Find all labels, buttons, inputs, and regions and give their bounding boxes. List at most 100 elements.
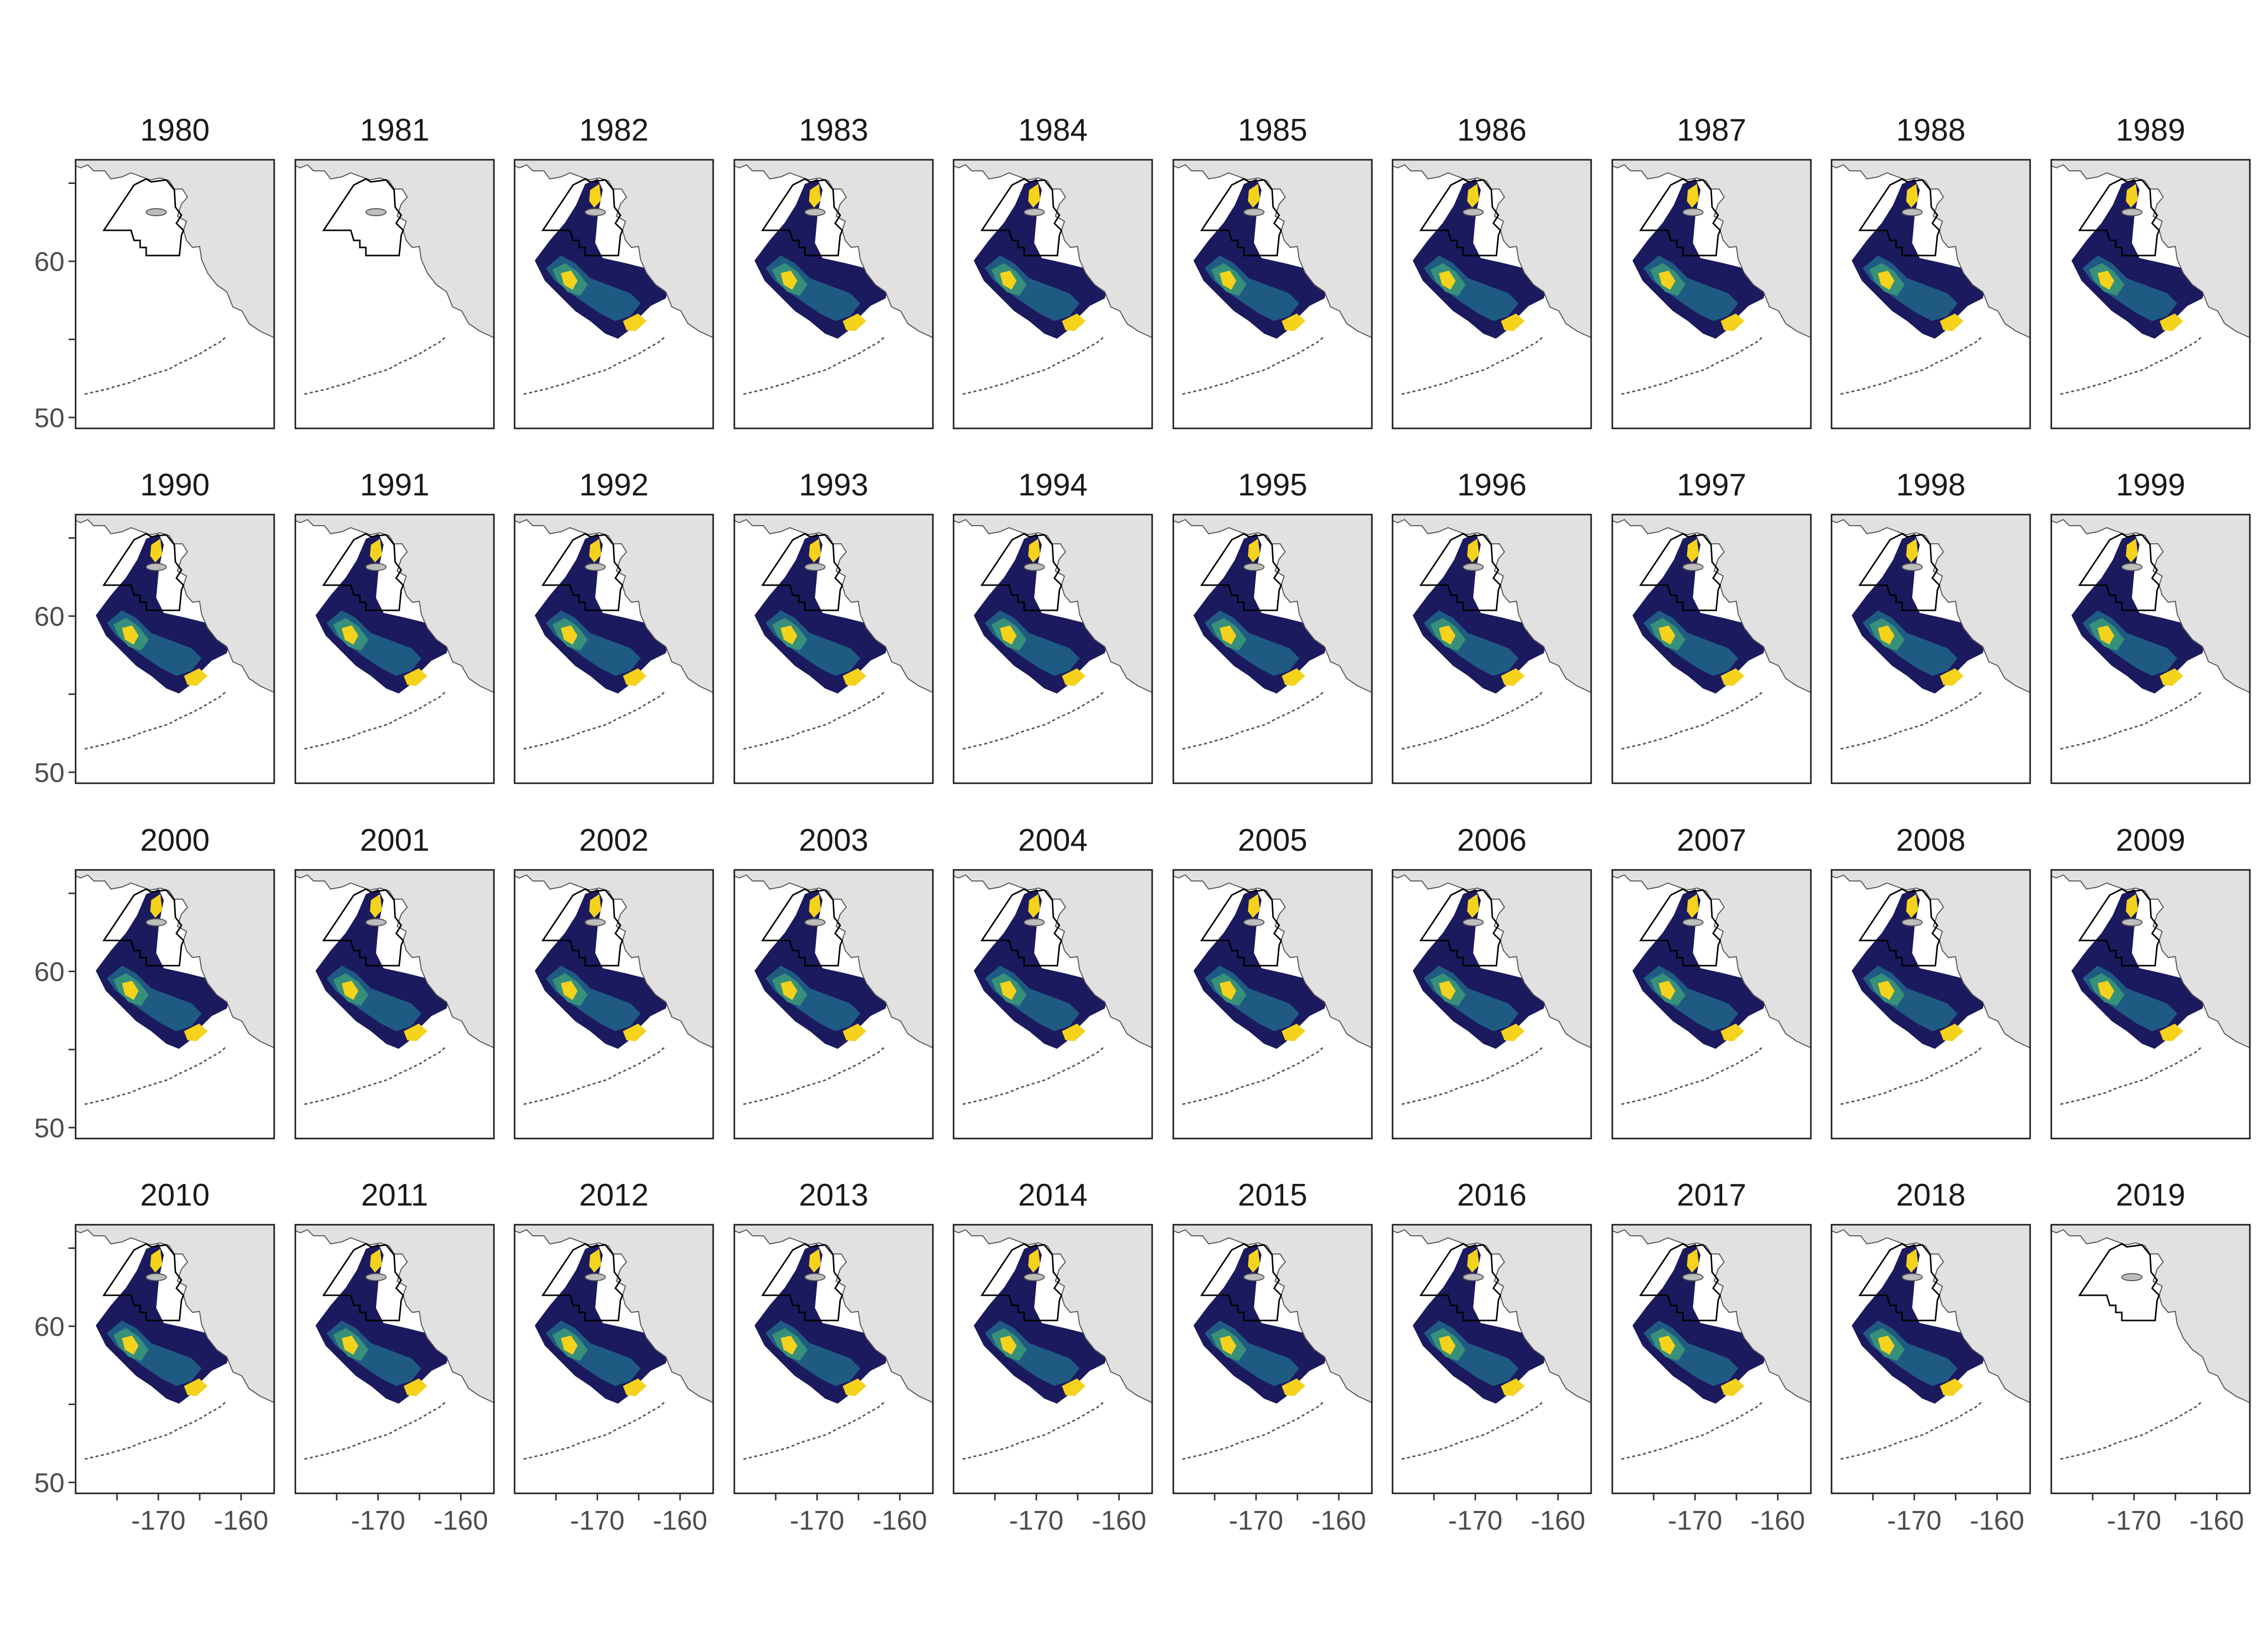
panel-border bbox=[1392, 1224, 1592, 1494]
aleutian-islands bbox=[2060, 335, 2203, 395]
x-tick-label: -160 bbox=[433, 1505, 488, 1536]
st-lawrence-island bbox=[365, 208, 387, 216]
st-lawrence-island bbox=[1024, 1273, 1045, 1281]
land-mass bbox=[76, 1225, 274, 1403]
survey-boundary bbox=[1639, 888, 1721, 967]
map-panel-1982: 1982 bbox=[514, 113, 714, 429]
density-high bbox=[404, 668, 427, 686]
panel-border bbox=[2050, 1224, 2251, 1494]
survey-boundary bbox=[102, 178, 184, 257]
panel-border bbox=[1392, 514, 1592, 784]
survey-boundary bbox=[322, 533, 404, 611]
st-lawrence-island bbox=[146, 563, 167, 571]
panel-border bbox=[514, 1224, 714, 1494]
density-high bbox=[1687, 894, 1699, 918]
map-panel-1993: 1993 bbox=[733, 468, 934, 784]
x-tick-label: -170 bbox=[1229, 1505, 1283, 1536]
panel-border bbox=[2050, 514, 2251, 784]
panel-title: 1989 bbox=[2116, 113, 2185, 148]
panel-border bbox=[1831, 1224, 2031, 1494]
land-mass bbox=[1612, 870, 1811, 1048]
density-high bbox=[1467, 894, 1479, 918]
density-high bbox=[561, 271, 578, 290]
density-high bbox=[122, 1336, 139, 1355]
map-panel-1986: 1986 bbox=[1392, 113, 1592, 429]
density-high bbox=[1659, 271, 1675, 290]
coastline bbox=[1173, 874, 1372, 1048]
density-high bbox=[1062, 313, 1086, 331]
coastline bbox=[295, 164, 494, 338]
density-high bbox=[1000, 271, 1017, 290]
st-lawrence-island bbox=[1463, 208, 1484, 216]
panel-border bbox=[733, 514, 934, 784]
map-panel-1985: 1985 bbox=[1172, 113, 1373, 429]
density-high bbox=[1721, 1378, 1744, 1396]
survey-boundary bbox=[102, 1243, 184, 1321]
land-mass bbox=[295, 870, 494, 1048]
panel-title: 2016 bbox=[1457, 1178, 1527, 1213]
density-high bbox=[1501, 1024, 1525, 1041]
panel-border bbox=[514, 514, 714, 784]
x-tick-label: -170 bbox=[1009, 1505, 1063, 1536]
x-tick-label: -160 bbox=[214, 1505, 268, 1536]
density-high bbox=[1501, 668, 1525, 686]
x-tick-label: -160 bbox=[2189, 1505, 2244, 1536]
panel-title: 1992 bbox=[579, 468, 649, 502]
panel-title: 2000 bbox=[140, 823, 210, 858]
survey-boundary bbox=[1419, 888, 1501, 967]
density-high bbox=[623, 668, 647, 686]
density-high bbox=[184, 1024, 208, 1041]
survey-boundary bbox=[322, 1243, 404, 1321]
density-high bbox=[404, 1024, 427, 1041]
panel-title: 2010 bbox=[140, 1178, 210, 1213]
survey-boundary bbox=[1419, 1243, 1501, 1321]
coastline bbox=[295, 1229, 494, 1403]
panel-title: 1988 bbox=[1896, 113, 1966, 148]
st-lawrence-island bbox=[1024, 563, 1045, 571]
density-high bbox=[561, 981, 578, 1000]
map-panel-2018: 2018 -170 -160 bbox=[1831, 1178, 2031, 1536]
coastline bbox=[734, 1229, 933, 1403]
st-lawrence-island bbox=[1682, 563, 1704, 571]
coastline bbox=[1831, 164, 2031, 338]
land-mass bbox=[515, 870, 713, 1048]
density-high bbox=[1878, 1336, 1895, 1355]
density-high bbox=[2126, 539, 2138, 562]
aleutian-islands bbox=[2060, 1400, 2203, 1460]
panel-title: 1999 bbox=[2116, 468, 2185, 502]
land-mass bbox=[1393, 870, 1591, 1048]
coastline bbox=[514, 874, 714, 1048]
map-panel-2007: 2007 bbox=[1611, 823, 1812, 1140]
density-high bbox=[370, 894, 382, 918]
aleutian-islands bbox=[1840, 1045, 1983, 1105]
density-high bbox=[1940, 1024, 1964, 1041]
x-tick-label: -170 bbox=[2107, 1505, 2161, 1536]
density-high bbox=[1248, 539, 1260, 562]
panel-title: 1991 bbox=[360, 468, 429, 502]
density-high bbox=[1028, 1249, 1040, 1273]
coastline bbox=[2051, 874, 2250, 1048]
survey-boundary bbox=[1419, 178, 1501, 257]
coastline bbox=[75, 164, 275, 338]
st-lawrence-island bbox=[585, 208, 606, 216]
density-high bbox=[1028, 539, 1040, 562]
aleutian-islands bbox=[84, 1045, 227, 1105]
x-tick-label: -160 bbox=[1311, 1505, 1366, 1536]
map-panel-2003: 2003 bbox=[733, 823, 934, 1140]
x-tick-label: -170 bbox=[570, 1505, 624, 1536]
density-high bbox=[1439, 271, 1456, 290]
panel-title: 2002 bbox=[579, 823, 649, 858]
survey-boundary bbox=[1419, 533, 1501, 611]
density-high bbox=[342, 1336, 358, 1355]
panel-border bbox=[1392, 869, 1592, 1140]
density-high bbox=[1248, 184, 1260, 208]
land-mass bbox=[1832, 515, 2030, 692]
aleutian-islands bbox=[84, 1400, 227, 1460]
aleutian-islands bbox=[1401, 690, 1544, 750]
st-lawrence-island bbox=[804, 563, 826, 571]
coastline bbox=[514, 164, 714, 338]
density-high bbox=[1220, 1336, 1236, 1355]
survey-boundary bbox=[1858, 1243, 1940, 1321]
survey-boundary bbox=[322, 178, 404, 257]
